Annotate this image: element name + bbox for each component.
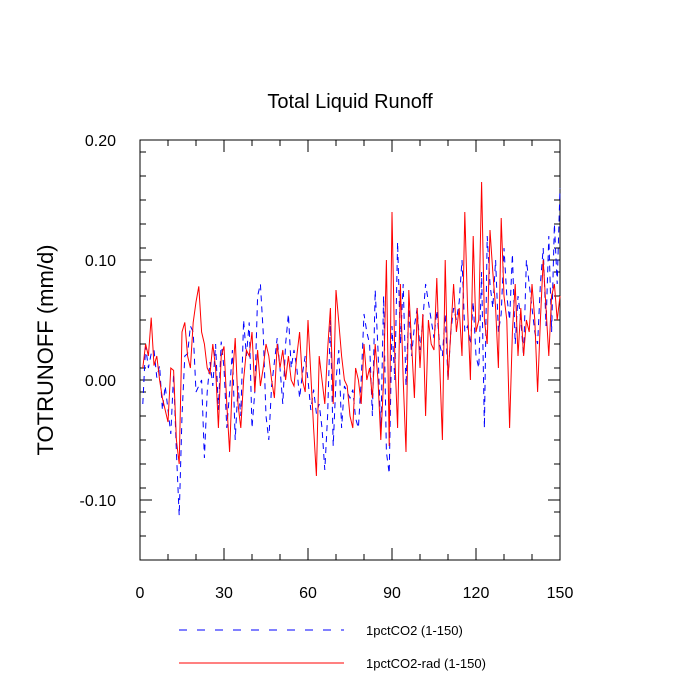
y-tick-label: 0.20 bbox=[85, 133, 116, 150]
series-line-1pctco2-rad bbox=[142, 181, 561, 477]
chart-title: Total Liquid Runoff bbox=[267, 91, 433, 113]
tick-labels: 0 30 60 90 120 150 -0.10 0.00 0.10 0.20 bbox=[80, 133, 574, 602]
y-axis-title: TOTRUNOFF (mm/d) bbox=[33, 244, 58, 455]
y-tick-label: 0.10 bbox=[85, 253, 116, 270]
legend-label: 1pctCO2 (1-150) bbox=[366, 623, 463, 638]
x-tick-label: 30 bbox=[215, 585, 233, 602]
legend-label: 1pctCO2-rad (1-150) bbox=[366, 656, 486, 671]
plot-frame bbox=[139, 139, 561, 561]
x-tick-label: 60 bbox=[299, 585, 317, 602]
x-tick-label: 0 bbox=[136, 585, 145, 602]
y-tick-label: 0.00 bbox=[85, 373, 116, 390]
plot-border bbox=[139, 139, 561, 561]
x-tick-label: 120 bbox=[463, 585, 490, 602]
series-lines bbox=[142, 181, 561, 516]
x-tick-label: 150 bbox=[547, 585, 574, 602]
axis-ticks bbox=[139, 139, 561, 561]
x-tick-label: 90 bbox=[383, 585, 401, 602]
legend: 1pctCO2 (1-150) 1pctCO2-rad (1-150) bbox=[179, 623, 486, 671]
y-tick-label: -0.10 bbox=[80, 493, 117, 510]
